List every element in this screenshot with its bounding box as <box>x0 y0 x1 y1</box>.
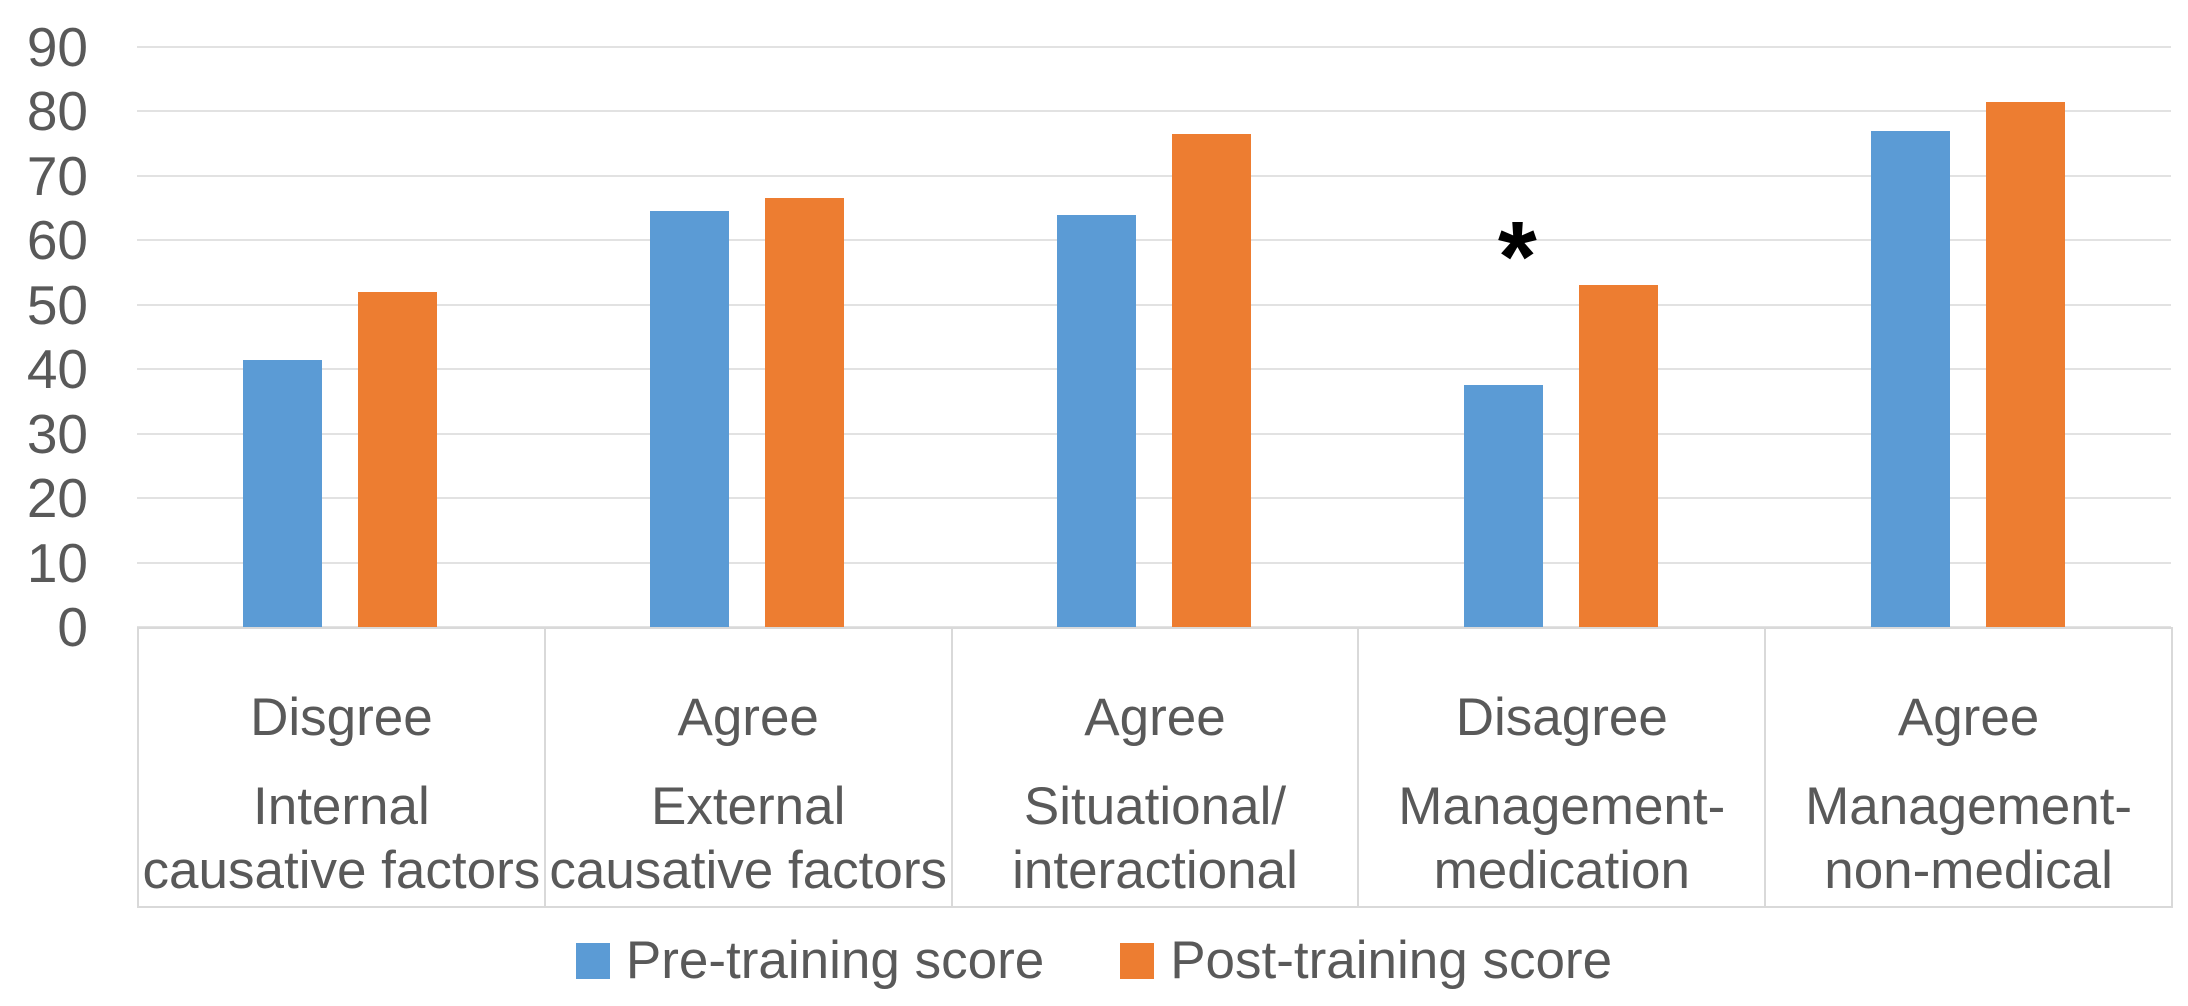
gridline-70 <box>137 174 2171 177</box>
category-response-label: Agree <box>1084 688 1226 747</box>
post-training-bar-1 <box>765 198 845 627</box>
pre-training-bar-1 <box>650 211 730 627</box>
category-cell-4: Agree Management-non-medical <box>1764 627 2173 908</box>
pre-training-bar-0 <box>243 359 323 627</box>
category-factor-label: Management-non-medical <box>1805 775 2132 903</box>
post-training-bar-3 <box>1578 285 1658 627</box>
legend-item-post-training: Post-training score <box>1120 931 1613 990</box>
y-axis-tick-label-0: 0 <box>57 596 88 658</box>
post-training-bar-4 <box>1985 101 2065 627</box>
pre-training-bar-3 <box>1463 385 1543 627</box>
category-response-label: Agree <box>677 688 819 747</box>
post-training-bar-0 <box>358 291 438 627</box>
category-factor-label: External causative factors <box>549 775 947 903</box>
category-factor-line: Internal <box>253 777 430 836</box>
category-factor-line: non-medical <box>1824 841 2113 900</box>
y-axis-tick-label-20: 20 <box>26 467 88 530</box>
significance-asterisk: * <box>1497 201 1537 314</box>
pre-training-bar-4 <box>1870 130 1950 627</box>
category-factor-label: Internal causative factors <box>143 775 541 903</box>
y-axis-tick-label-90: 90 <box>26 16 88 78</box>
post-training-bar-2 <box>1172 134 1251 627</box>
category-response-label: Agree <box>1897 688 2040 747</box>
category-factor-label: Management-medication <box>1398 775 1725 903</box>
category-factor-line: medication <box>1433 841 1690 900</box>
category-factor-line: External <box>650 777 846 836</box>
category-cell-1: Agree External causative factors <box>543 627 951 908</box>
category-cell-2: Agree Situational/interactional <box>950 627 1358 908</box>
y-axis-tick-label-10: 10 <box>26 531 88 594</box>
category-cell-3: Disagree Management-medication <box>1357 627 1765 908</box>
legend-item-pre-training: Pre-training score <box>575 931 1045 990</box>
y-axis-tick-label-40: 40 <box>26 338 88 401</box>
post-training-swatch <box>1120 943 1155 980</box>
category-response-label: Disagree <box>1455 688 1668 747</box>
y-axis-tick-label-80: 80 <box>26 80 88 143</box>
legend-label-post-training: Post-training score <box>1170 931 1613 990</box>
category-factor-line: causative factors <box>142 841 541 900</box>
category-factor-line: causative factors <box>549 841 948 900</box>
chart-legend: Pre-training score Post-training score <box>0 931 2188 990</box>
gridline-40 <box>137 368 2171 371</box>
gridline-10 <box>137 561 2171 564</box>
gridline-20 <box>137 497 2171 500</box>
category-factor-line: Management- <box>1805 777 2133 836</box>
pre-training-swatch <box>575 943 610 980</box>
category-factor-line: Situational/ <box>1023 777 1287 836</box>
category-response-label: Disgree <box>250 688 433 747</box>
category-factor-line: Management- <box>1398 777 1726 836</box>
category-factor-line: interactional <box>1012 841 1298 900</box>
category-cell-0: Disgree Internal causative factors <box>137 627 544 908</box>
legend-label-pre-training: Pre-training score <box>625 931 1045 990</box>
y-axis-tick-label-70: 70 <box>26 144 88 207</box>
pre-training-bar-2 <box>1057 214 1136 627</box>
gridline-60 <box>137 239 2171 242</box>
y-axis-tick-label-60: 60 <box>26 209 88 272</box>
gridline-80 <box>137 110 2171 113</box>
y-axis-tick-label-50: 50 <box>26 273 88 336</box>
y-axis-tick-label-30: 30 <box>26 402 88 465</box>
category-factor-label: Situational/interactional <box>1012 775 1298 903</box>
gridline-90 <box>137 46 2171 48</box>
gridline-30 <box>137 432 2171 435</box>
gridline-50 <box>137 303 2171 306</box>
